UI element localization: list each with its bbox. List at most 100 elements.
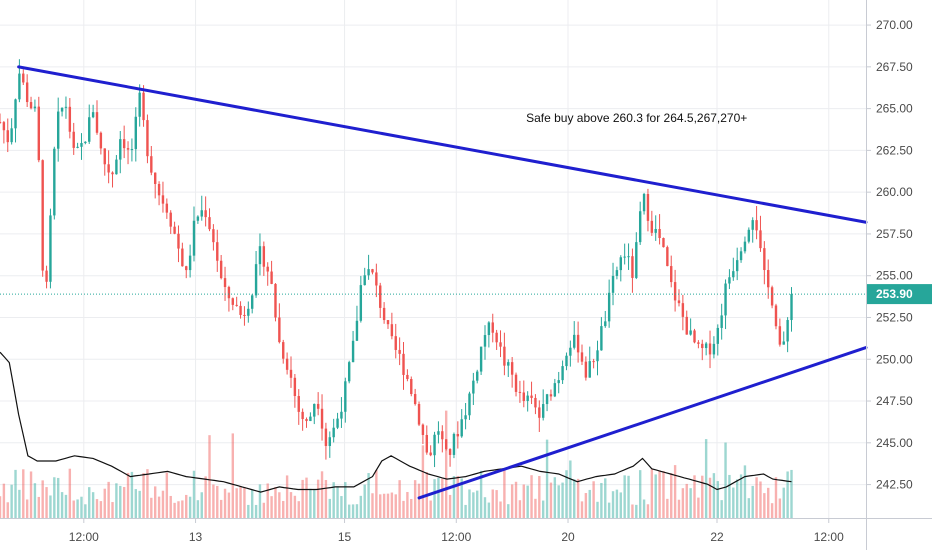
volume-bar bbox=[751, 485, 754, 518]
price-axis[interactable]: 270.00 267.50 265.00 262.50 260.00 257.50 255.… bbox=[866, 0, 913, 550]
candle-body bbox=[250, 295, 254, 309]
candle-body bbox=[503, 346, 506, 366]
volume-bar bbox=[177, 501, 180, 518]
candle-body bbox=[782, 341, 785, 345]
candle-body bbox=[219, 260, 223, 279]
time-axis[interactable]: 12:00 13 15 12:00 20 22 12:00 bbox=[0, 518, 932, 544]
volume-bar bbox=[320, 471, 324, 518]
candle-body bbox=[64, 106, 68, 108]
volume-bar bbox=[627, 475, 630, 518]
volume-bar bbox=[80, 496, 83, 518]
volume-bar bbox=[631, 504, 634, 518]
candle-body bbox=[604, 321, 607, 327]
candle-body bbox=[522, 392, 525, 401]
candle-body bbox=[545, 394, 549, 405]
candle-body bbox=[297, 396, 300, 412]
volume-bar bbox=[677, 499, 681, 518]
candle-body bbox=[638, 211, 642, 243]
volume-bar bbox=[522, 484, 525, 518]
volume-bar bbox=[33, 483, 37, 518]
candle-body bbox=[150, 156, 153, 173]
volume-bar bbox=[150, 497, 153, 518]
volume-bar bbox=[371, 493, 374, 518]
candle-body bbox=[786, 320, 789, 342]
trendline-lower-support[interactable] bbox=[417, 346, 868, 500]
volume-bar bbox=[790, 469, 793, 518]
volume-bar bbox=[615, 489, 619, 518]
volume-bar bbox=[169, 495, 172, 518]
volume-bar bbox=[22, 469, 25, 518]
candle-body bbox=[398, 349, 401, 354]
volume-bar bbox=[576, 478, 580, 518]
candle-body bbox=[316, 403, 320, 409]
candle-body bbox=[751, 220, 754, 230]
candle-body bbox=[576, 334, 580, 353]
volume-bars bbox=[0, 410, 793, 518]
chart-annotation: Safe buy above 260.3 for 264.5,267,270+ bbox=[526, 111, 747, 125]
volume-bar bbox=[452, 476, 456, 518]
trendline-upper-resistance[interactable] bbox=[17, 65, 868, 224]
volume-bar bbox=[569, 460, 572, 518]
price-tick-label: 250.00 bbox=[876, 352, 913, 366]
volume-bar bbox=[72, 500, 75, 518]
volume-bar bbox=[673, 465, 677, 518]
volume-bar bbox=[759, 481, 762, 518]
candle-body bbox=[732, 271, 735, 278]
candle-body bbox=[704, 343, 708, 349]
volume-bar bbox=[503, 469, 506, 518]
candle-body bbox=[367, 269, 370, 276]
candle-body bbox=[88, 117, 91, 142]
candle-body bbox=[720, 315, 723, 328]
volume-bar bbox=[262, 502, 266, 518]
candle-body bbox=[165, 203, 169, 213]
volume-bar bbox=[386, 493, 390, 518]
candle-body bbox=[130, 149, 134, 151]
volume-bar bbox=[573, 479, 576, 518]
volume-bar bbox=[553, 477, 557, 518]
candle-body bbox=[580, 352, 584, 362]
candle-body bbox=[390, 324, 394, 337]
volume-bar bbox=[406, 491, 409, 518]
volume-bar bbox=[685, 483, 688, 518]
volume-bar bbox=[646, 504, 650, 518]
candle-body bbox=[491, 322, 494, 333]
candle-body bbox=[379, 285, 382, 308]
last-price-tag: 253.90 bbox=[867, 284, 932, 305]
candle-body bbox=[619, 257, 622, 271]
volume-bar bbox=[107, 481, 110, 518]
volume-bar bbox=[681, 488, 685, 518]
volume-bar bbox=[324, 479, 328, 518]
volume-bar bbox=[41, 480, 44, 518]
volume-bar bbox=[153, 486, 157, 518]
candle-body bbox=[111, 172, 114, 175]
volume-bar bbox=[642, 499, 646, 518]
volume-bar bbox=[126, 472, 130, 518]
candle-body bbox=[29, 102, 33, 109]
volume-bar bbox=[266, 483, 269, 518]
volume-bar bbox=[398, 480, 401, 518]
candle-body bbox=[258, 246, 262, 265]
trendlines[interactable] bbox=[17, 65, 868, 500]
candle-body bbox=[270, 271, 273, 284]
candle-body bbox=[49, 215, 52, 282]
time-tick-label: 12:00 bbox=[814, 530, 844, 544]
candle-body bbox=[200, 210, 203, 217]
candle-body bbox=[138, 92, 141, 117]
candle-body bbox=[313, 403, 316, 417]
volume-bar bbox=[379, 494, 382, 518]
volume-bar bbox=[64, 494, 68, 518]
volume-bar bbox=[510, 484, 514, 518]
candle-body bbox=[22, 73, 25, 83]
volume-bar bbox=[545, 439, 549, 518]
grid-lines bbox=[0, 0, 866, 518]
volume-bar bbox=[146, 469, 149, 518]
candle-body bbox=[382, 307, 386, 321]
candle-body bbox=[185, 266, 188, 271]
candle-body bbox=[243, 314, 246, 316]
candle-body bbox=[332, 427, 335, 438]
volume-bar bbox=[14, 469, 17, 518]
candle-body bbox=[103, 148, 106, 165]
candle-body bbox=[239, 305, 242, 315]
